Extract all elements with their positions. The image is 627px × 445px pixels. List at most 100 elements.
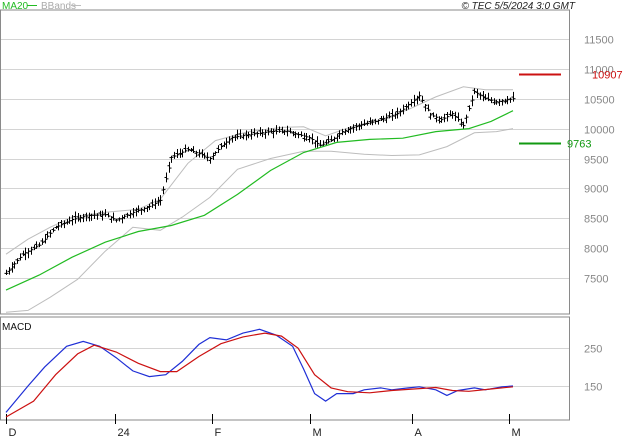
price-bar xyxy=(81,213,86,223)
price-y-tick-label: 11000 xyxy=(584,65,614,77)
price-bar xyxy=(51,227,56,233)
price-bar xyxy=(420,95,425,103)
price-bar xyxy=(354,123,359,131)
x-tick-label: M xyxy=(313,427,322,439)
bbands-lower-line xyxy=(5,128,514,313)
price-bar xyxy=(167,161,172,173)
price-bar xyxy=(387,111,392,119)
price-bar xyxy=(351,124,356,133)
price-bar xyxy=(26,248,31,259)
price-bar xyxy=(288,127,293,134)
price-bar xyxy=(34,241,39,249)
price-gridlines xyxy=(1,39,569,279)
price-bar xyxy=(62,220,67,229)
price-bar xyxy=(120,215,125,224)
macd-panel-frame xyxy=(0,316,570,421)
price-bar xyxy=(70,215,75,226)
price-bar xyxy=(302,132,307,142)
price-bar xyxy=(263,129,268,139)
copyright-text: © TEC 5/5/2024 3:0 GMT xyxy=(461,1,575,12)
price-bar xyxy=(508,97,513,103)
price-bar xyxy=(73,211,78,224)
price-bar xyxy=(428,112,433,120)
price-panel-frame xyxy=(0,9,570,315)
price-bar xyxy=(224,137,229,149)
price-bar xyxy=(37,242,42,248)
price-bar xyxy=(156,196,161,206)
price-bar xyxy=(153,198,158,210)
price-bar xyxy=(213,151,218,155)
price-bar xyxy=(326,135,331,144)
price-bar xyxy=(395,107,400,119)
price-y-tick-label: 10000 xyxy=(584,125,615,137)
price-bar xyxy=(376,119,381,125)
price-bar xyxy=(131,207,136,218)
price-bar xyxy=(398,108,403,117)
price-bar xyxy=(56,221,61,231)
price-bar xyxy=(431,112,436,118)
price-bar xyxy=(164,172,169,183)
price-bar xyxy=(489,97,494,104)
macd-y-tick-label: 150 xyxy=(584,382,602,394)
price-bar xyxy=(486,92,491,102)
price-bar xyxy=(362,119,367,127)
price-bar xyxy=(456,112,461,122)
price-bar xyxy=(122,214,127,220)
x-tick-label: A xyxy=(415,427,423,439)
price-bar xyxy=(45,231,50,239)
legend-bb-label: BBands xyxy=(41,1,76,12)
price-bar xyxy=(335,133,340,142)
price-bar xyxy=(241,133,246,140)
price-bar xyxy=(186,146,191,152)
price-y-tick-label: 10500 xyxy=(584,95,615,107)
price-bar xyxy=(260,129,265,138)
price-bar xyxy=(412,94,417,107)
price-bar xyxy=(252,128,257,137)
price-bar xyxy=(359,121,364,130)
price-bar xyxy=(249,129,254,140)
price-bar xyxy=(18,253,23,261)
price-bar xyxy=(12,261,17,269)
price-bar xyxy=(183,144,188,153)
price-bar xyxy=(211,152,216,161)
price-bar xyxy=(246,131,251,139)
price-bar xyxy=(321,140,326,147)
price-bar xyxy=(175,149,180,159)
price-bar xyxy=(216,145,221,154)
price-y-tick-label: 9000 xyxy=(584,184,608,196)
ma20-line xyxy=(5,110,514,291)
price-bar xyxy=(169,155,174,163)
price-y-tick-label: 8000 xyxy=(584,244,608,256)
price-bar xyxy=(470,95,475,107)
x-tick-label: D xyxy=(9,427,17,439)
resistance-label: 10907 xyxy=(592,70,623,82)
price-bar xyxy=(202,152,207,159)
price-bar xyxy=(343,128,348,135)
price-bar xyxy=(48,229,53,238)
price-bar xyxy=(348,126,353,134)
price-bar xyxy=(78,214,83,223)
price-bar xyxy=(464,114,469,124)
price-bar xyxy=(467,105,472,112)
price-bar xyxy=(10,262,15,273)
price-bar xyxy=(76,213,81,222)
price-bar xyxy=(29,246,34,255)
price-bar xyxy=(7,267,12,275)
macd-y-tick-label: 250 xyxy=(584,344,602,356)
price-bar xyxy=(106,212,111,218)
price-bar xyxy=(205,152,210,162)
price-bar xyxy=(384,113,389,124)
price-bar xyxy=(59,219,64,228)
price-bar xyxy=(238,129,243,140)
price-bar xyxy=(299,131,304,137)
price-bar xyxy=(293,131,298,138)
price-bar xyxy=(505,96,510,105)
price-bar xyxy=(277,126,282,133)
price-bar xyxy=(478,92,483,100)
price-bar xyxy=(282,129,287,136)
price-bar xyxy=(139,207,144,215)
price-bar xyxy=(315,136,320,148)
macd-line xyxy=(5,328,514,413)
price-bar xyxy=(208,156,213,164)
support-label: 9763 xyxy=(567,139,591,151)
